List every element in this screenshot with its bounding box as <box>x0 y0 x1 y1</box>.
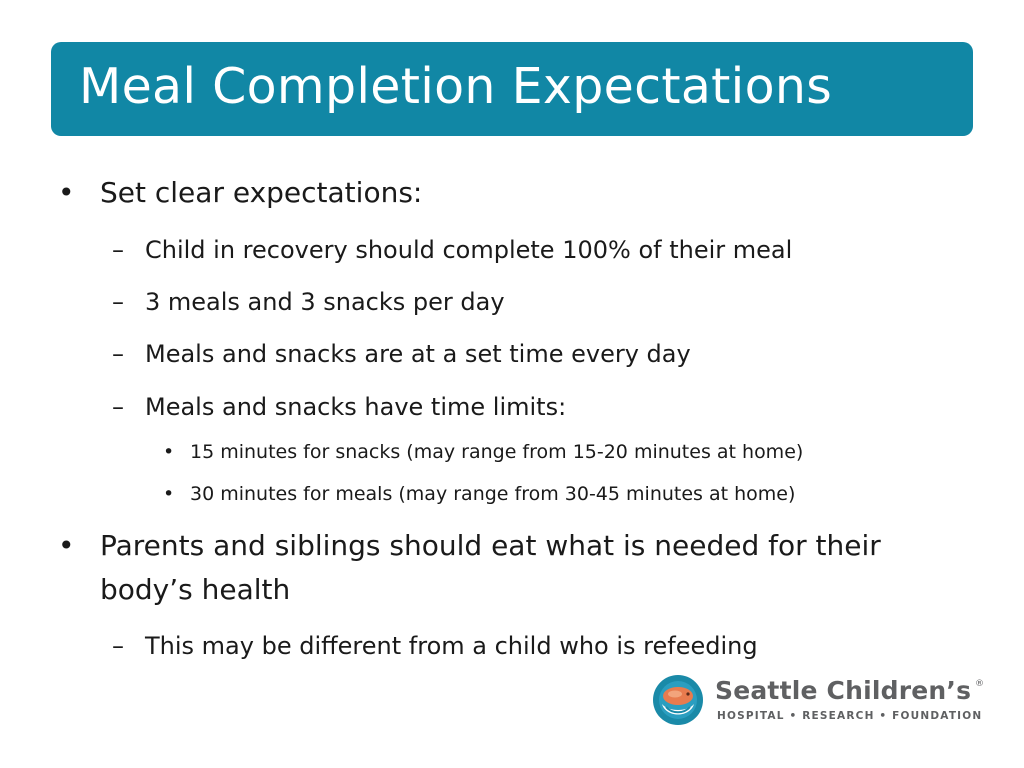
bullet-parents-siblings-line2: body’s health <box>100 573 291 606</box>
logo-name: Seattle Children’s <box>715 676 972 705</box>
slide-title: Meal Completion Expectations <box>79 58 833 115</box>
registered-mark: ® <box>975 679 984 689</box>
title-bar: Meal Completion Expectations <box>51 42 973 136</box>
bullet-marker: • <box>58 529 75 562</box>
bullet-marker: • <box>163 483 175 505</box>
bullet-set-clear-expectations: Set clear expectations: <box>100 176 423 209</box>
bullet-parents-siblings-line1: Parents and siblings should eat what is … <box>100 529 881 562</box>
sub-sub-bullet-snacks: 15 minutes for snacks (may range from 15… <box>190 441 804 463</box>
sub-bullet-complete-meal: Child in recovery should complete 100% o… <box>145 236 793 264</box>
seattle-childrens-logo: Seattle Children’s ® HOSPITAL • RESEARCH… <box>652 672 992 732</box>
seattle-childrens-whale-logo-icon <box>653 675 703 725</box>
sub-bullet-set-time: Meals and snacks are at a set time every… <box>145 340 691 368</box>
dash-marker: – <box>112 632 124 660</box>
bullet-marker: • <box>58 176 75 209</box>
logo-tagline: HOSPITAL • RESEARCH • FOUNDATION <box>717 710 983 722</box>
dash-marker: – <box>112 288 124 316</box>
dash-marker: – <box>112 340 124 368</box>
dash-marker: – <box>112 393 124 421</box>
sub-bullet-meals-per-day: 3 meals and 3 snacks per day <box>145 288 505 316</box>
sub-bullet-time-limits: Meals and snacks have time limits: <box>145 393 567 421</box>
sub-sub-bullet-meals: 30 minutes for meals (may range from 30-… <box>190 483 796 505</box>
sub-bullet-refeeding: This may be different from a child who i… <box>145 632 758 660</box>
bullet-marker: • <box>163 441 175 463</box>
dash-marker: – <box>112 236 124 264</box>
